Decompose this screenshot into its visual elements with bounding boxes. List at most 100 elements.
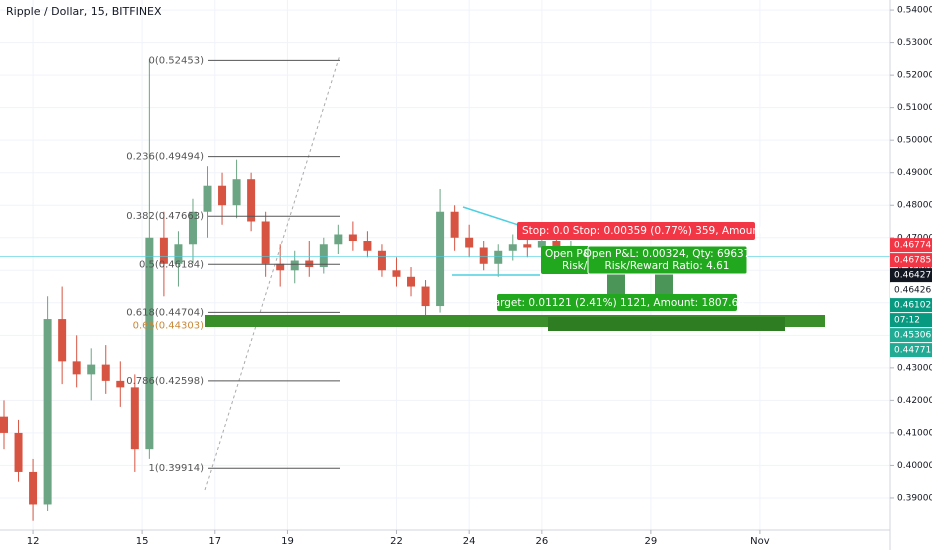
candle-body xyxy=(14,432,23,472)
price-label: 07:12 xyxy=(894,316,920,326)
fib-label: 0.786(0.42598) xyxy=(126,376,204,387)
y-tick-label: 0.43000 xyxy=(897,363,932,373)
x-tick-label: 12 xyxy=(27,536,40,547)
candle-body xyxy=(29,471,38,505)
stop-label-box xyxy=(517,222,755,240)
candle-body xyxy=(407,276,416,287)
fib-label: 1(0.39914) xyxy=(148,463,204,474)
candle-body xyxy=(537,241,546,248)
pnl-label: Risk/ xyxy=(562,260,588,272)
candle-body xyxy=(377,250,386,271)
candle-body xyxy=(218,185,227,206)
price-label-box xyxy=(890,313,932,328)
price-label-box xyxy=(890,283,932,298)
x-tick-label: 15 xyxy=(136,536,149,547)
y-tick-label: 0.49000 xyxy=(897,168,932,178)
candle-body xyxy=(334,234,343,245)
price-label: 0.46426 xyxy=(894,286,931,296)
x-tick-label: 29 xyxy=(645,536,658,547)
y-tick-label: 0.51000 xyxy=(897,103,932,113)
candle-body xyxy=(232,179,241,206)
x-tick-label: 26 xyxy=(535,536,548,547)
plot xyxy=(0,54,890,521)
price-label: 0.45306 xyxy=(894,331,931,341)
candle-body xyxy=(145,237,154,450)
zone-box xyxy=(607,272,625,294)
target-label: Target: 0.01121 (2.41%) 1121, Amount: 18… xyxy=(488,297,745,309)
x-tick-label: 22 xyxy=(390,536,403,547)
candle-body xyxy=(363,241,372,251)
fib-retracement: 0(0.52453) 0.236(0.49494) 0.382(0.47663) 0.… xyxy=(126,55,340,474)
fib-label: 0.236(0.49494) xyxy=(126,152,204,163)
target-box xyxy=(497,294,737,311)
price-label: 0.46102 xyxy=(894,301,931,311)
candle-body xyxy=(290,260,299,271)
price-label-box xyxy=(890,343,932,358)
y-tick-label: 0.41000 xyxy=(897,428,932,438)
pnl-label: Risk/Reward Ratio: 4.61 xyxy=(605,260,730,272)
pnl-label: Open P&L xyxy=(545,248,597,260)
candle-body xyxy=(72,361,81,375)
pnl-box xyxy=(587,245,748,275)
pnl-label: Open P&L: 0.00324, Qty: 69637 xyxy=(584,248,751,260)
y-tick-label: 0.54000 xyxy=(897,6,932,16)
candle-body xyxy=(305,260,314,268)
fib-label: 0.65(0.44303) xyxy=(133,320,205,331)
candle-body xyxy=(421,286,430,307)
price-label: 0.46785 xyxy=(894,256,931,266)
candle-body xyxy=(450,211,459,238)
fib-label: 0.382(0.47663) xyxy=(126,211,204,222)
fib-label: 0.618(0.44704) xyxy=(126,307,204,318)
price-label-box xyxy=(890,268,932,283)
candle-body xyxy=(87,364,96,375)
candle-body xyxy=(465,237,474,248)
axis-labels: 0.390000.400000.410000.420000.430000.440… xyxy=(27,6,932,547)
y-tick-label: 0.50000 xyxy=(897,136,932,146)
candle-body xyxy=(479,247,488,264)
position-tool: Stop: 0.0 Stop: 0.00359 (0.77%) 359, Amo… xyxy=(205,206,825,331)
candle-body xyxy=(494,250,503,264)
candle-body xyxy=(508,244,517,251)
x-tick-label: 17 xyxy=(208,536,221,547)
candle-body xyxy=(159,237,168,264)
y-tick-label: 0.42000 xyxy=(897,396,932,406)
candle-body xyxy=(116,380,125,388)
y-tick-label: 0.48000 xyxy=(897,201,932,211)
candle-body xyxy=(101,364,110,381)
y-tick-label: 0.53000 xyxy=(897,38,932,48)
candle-body xyxy=(552,241,561,251)
candle-body xyxy=(436,211,445,307)
price-label: 0.44771 xyxy=(894,346,931,356)
candle-body xyxy=(261,221,270,264)
candle-body xyxy=(43,319,52,505)
price-label-box xyxy=(890,328,932,343)
y-tick-label: 0.52000 xyxy=(897,71,932,81)
candle-body xyxy=(203,185,212,212)
candle-body xyxy=(392,270,401,277)
candle-body xyxy=(130,387,139,450)
candle-body xyxy=(523,244,532,248)
trend-line xyxy=(204,54,341,491)
y-tick-label: 0.39000 xyxy=(897,493,932,503)
price-label-box xyxy=(890,238,932,253)
zone-box xyxy=(655,272,673,294)
price-label: 0.46427 xyxy=(894,271,931,281)
x-tick-label: 24 xyxy=(463,536,476,547)
stop-label: Stop: 0.0 Stop: 0.00359 (0.77%) 359, Amo… xyxy=(522,225,790,237)
fib-label: 0.5(0.46184) xyxy=(139,259,204,270)
x-tick-label: Nov xyxy=(750,536,770,547)
fib-label: 0(0.52453) xyxy=(148,55,204,66)
candle-body xyxy=(319,244,328,268)
price-label-box xyxy=(890,253,932,268)
x-tick-label: 19 xyxy=(281,536,294,547)
chart-title: Ripple / Dollar, 15, BITFINEX xyxy=(6,5,162,18)
zone-band xyxy=(548,317,785,331)
price-label-box xyxy=(890,298,932,313)
pnl-box xyxy=(541,246,597,274)
candle-body xyxy=(58,319,67,362)
candle-body xyxy=(276,263,285,271)
candle-body xyxy=(0,416,8,433)
candle-body xyxy=(247,179,256,222)
price-label: 0.46774 xyxy=(894,241,931,251)
